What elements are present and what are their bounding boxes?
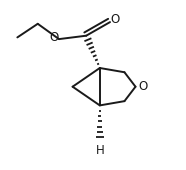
Text: O: O [111,13,120,26]
Text: O: O [49,31,58,44]
Text: O: O [138,80,147,93]
Text: H: H [95,144,104,157]
